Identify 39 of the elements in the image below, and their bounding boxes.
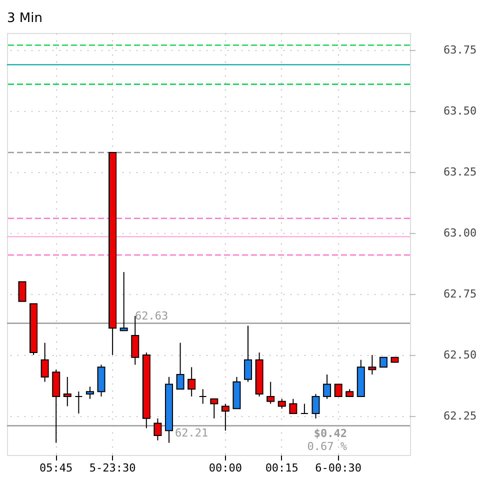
candlestick <box>18 281 26 302</box>
annotation: 0.67 % <box>307 440 348 453</box>
candlestick <box>120 272 128 332</box>
ref-line-label: 62.21 <box>175 426 208 440</box>
y-tick-label: 62.25 <box>444 409 477 422</box>
candlestick <box>312 394 320 419</box>
ref-line-label: 62.63 <box>135 309 168 322</box>
candlestick <box>221 403 230 432</box>
candlestick <box>154 418 162 441</box>
candlestick <box>300 403 308 414</box>
x-tick-label: 5-23:30 <box>89 462 136 474</box>
x-tick-label: 00:15 <box>265 462 298 474</box>
candlestick <box>40 342 49 382</box>
candlestick <box>63 376 72 407</box>
y-tick-label: 63.50 <box>444 104 477 118</box>
candlestick <box>266 381 275 404</box>
x-tick-label: 00:00 <box>208 462 242 474</box>
y-tick-label: 63.25 <box>444 166 477 179</box>
candlestick <box>74 391 83 414</box>
x-tick-label: 6-00:30 <box>315 462 362 474</box>
y-tick-label: 63.00 <box>444 226 477 240</box>
candlestick <box>86 386 94 400</box>
candlestick <box>334 384 342 397</box>
x-tick-label: 05:45 <box>40 462 73 474</box>
candlestick <box>210 398 218 419</box>
candlestick <box>198 388 207 404</box>
candlestick <box>244 325 252 382</box>
chart-title: 3 Min <box>7 11 42 26</box>
candlestick <box>176 342 184 390</box>
candlestick <box>368 354 376 376</box>
candlestick <box>188 366 196 397</box>
candlestick <box>278 398 286 410</box>
annotation: $0.42 <box>314 427 347 440</box>
candlestick <box>323 374 332 400</box>
candlestick <box>379 356 388 368</box>
candlestick <box>289 398 298 414</box>
y-tick-label: 62.75 <box>444 288 477 301</box>
y-tick-label: 63.75 <box>444 44 477 57</box>
y-tick-label: 62.50 <box>444 348 477 362</box>
